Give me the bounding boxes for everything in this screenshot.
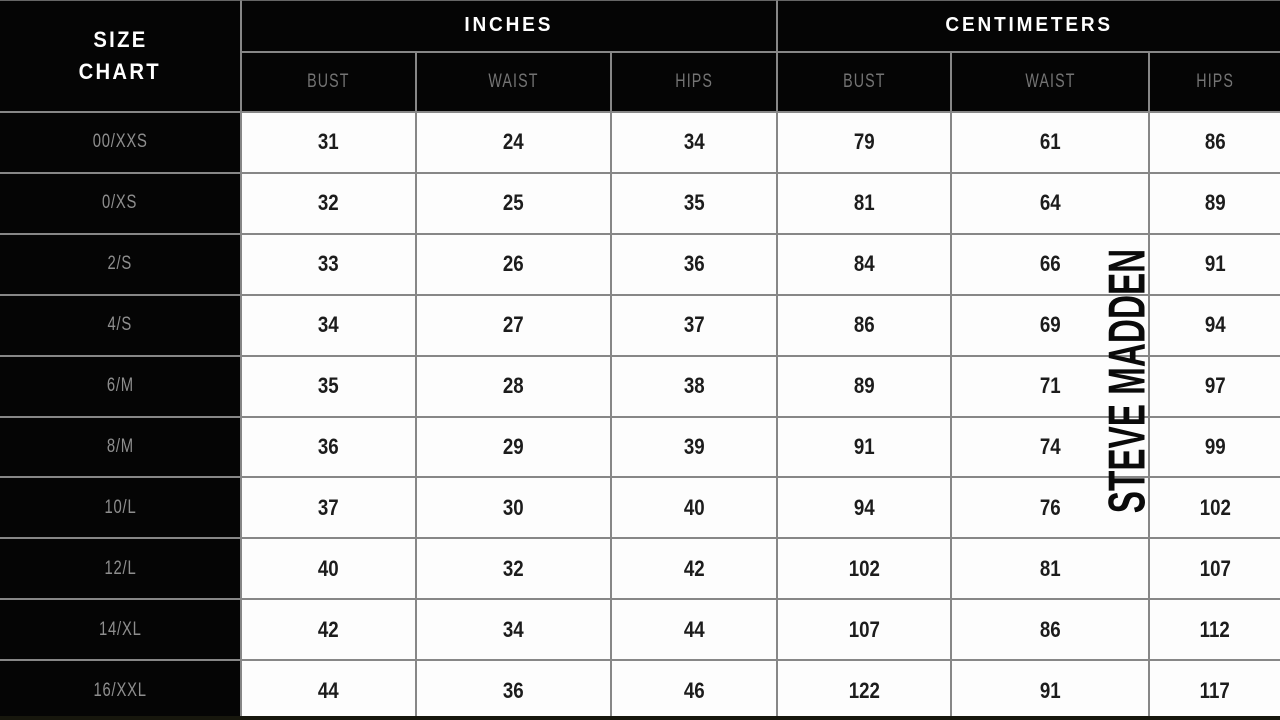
table-title-line1: SIZE xyxy=(92,26,148,52)
size-label: 12/L xyxy=(0,539,240,599)
value-cell: 94 xyxy=(778,478,950,538)
value-cell: 122 xyxy=(778,661,950,720)
value-cell: 89 xyxy=(778,356,950,416)
value-cell: 89 xyxy=(1150,173,1280,233)
size-label: 4/S xyxy=(0,295,240,355)
size-label: 0/XS xyxy=(0,173,240,233)
column-header-bust-cm: BUST xyxy=(778,53,950,111)
value-cell: 81 xyxy=(778,173,950,233)
column-header-bust-inches: BUST xyxy=(242,53,415,111)
value-cell: 61 xyxy=(952,113,1148,172)
column-header-waist-cm: WAIST xyxy=(952,53,1148,111)
value-cell: 31 xyxy=(242,113,415,172)
value-cell: 36 xyxy=(612,234,776,294)
value-cell: 117 xyxy=(1150,661,1280,720)
value-cell: 99 xyxy=(1150,417,1280,477)
column-group-centimeters: CENTIMETERS xyxy=(778,0,1280,51)
centimeters-label: CENTIMETERS xyxy=(945,14,1113,36)
size-label: 00/XXS xyxy=(0,113,240,172)
value-cell: 86 xyxy=(1150,113,1280,172)
value-cell: 26 xyxy=(417,234,610,294)
value-cell: 102 xyxy=(778,539,950,599)
value-cell: 35 xyxy=(612,173,776,233)
value-cell: 42 xyxy=(612,539,776,599)
value-cell: 34 xyxy=(612,113,776,172)
value-cell: 37 xyxy=(242,478,415,538)
value-cell: 64 xyxy=(952,173,1148,233)
value-cell: 37 xyxy=(612,295,776,355)
value-cell: 44 xyxy=(612,600,776,660)
value-cell: 30 xyxy=(417,478,610,538)
column-header-waist-inches: WAIST xyxy=(417,53,610,111)
value-cell: 32 xyxy=(417,539,610,599)
value-cell: 36 xyxy=(242,417,415,477)
value-cell: 28 xyxy=(417,356,610,416)
column-header-hips-inches: HIPS xyxy=(612,53,776,111)
value-cell: 107 xyxy=(1150,539,1280,599)
value-cell: 33 xyxy=(242,234,415,294)
table-bottom-border xyxy=(0,716,1280,720)
column-header-hips-cm: HIPS xyxy=(1150,53,1280,111)
value-cell: 46 xyxy=(612,661,776,720)
value-cell: 102 xyxy=(1150,478,1280,538)
value-cell: 29 xyxy=(417,417,610,477)
inches-label: INCHES xyxy=(464,14,554,36)
size-label: 2/S xyxy=(0,234,240,294)
value-cell: 86 xyxy=(952,600,1148,660)
table-title-line2: CHART xyxy=(78,58,162,84)
value-cell: 79 xyxy=(778,113,950,172)
value-cell: 40 xyxy=(612,478,776,538)
value-cell: 35 xyxy=(242,356,415,416)
table-top-border xyxy=(0,0,1280,1)
size-label: 8/M xyxy=(0,417,240,477)
size-label: 10/L xyxy=(0,478,240,538)
value-cell: 27 xyxy=(417,295,610,355)
value-cell: 39 xyxy=(612,417,776,477)
size-label: 16/XXL xyxy=(0,661,240,720)
value-cell: 86 xyxy=(778,295,950,355)
value-cell: 94 xyxy=(1150,295,1280,355)
value-cell: 42 xyxy=(242,600,415,660)
value-cell: 71 xyxy=(952,356,1148,416)
value-cell: 24 xyxy=(417,113,610,172)
value-cell: 36 xyxy=(417,661,610,720)
value-cell: 81 xyxy=(952,539,1148,599)
value-cell: 112 xyxy=(1150,600,1280,660)
table-title: SIZE CHART xyxy=(0,0,240,111)
value-cell: 74 xyxy=(952,417,1148,477)
value-cell: 40 xyxy=(242,539,415,599)
value-cell: 25 xyxy=(417,173,610,233)
size-label: 6/M xyxy=(0,356,240,416)
value-cell: 69 xyxy=(952,295,1148,355)
value-cell: 44 xyxy=(242,661,415,720)
value-cell: 66 xyxy=(952,234,1148,294)
value-cell: 34 xyxy=(417,600,610,660)
column-group-inches: INCHES xyxy=(242,0,776,51)
value-cell: 84 xyxy=(778,234,950,294)
value-cell: 91 xyxy=(1150,234,1280,294)
value-cell: 34 xyxy=(242,295,415,355)
value-cell: 38 xyxy=(612,356,776,416)
value-cell: 91 xyxy=(778,417,950,477)
size-label: 14/XL xyxy=(0,600,240,660)
value-cell: 32 xyxy=(242,173,415,233)
value-cell: 91 xyxy=(952,661,1148,720)
value-cell: 97 xyxy=(1150,356,1280,416)
value-cell: 107 xyxy=(778,600,950,660)
value-cell: 76 xyxy=(952,478,1148,538)
